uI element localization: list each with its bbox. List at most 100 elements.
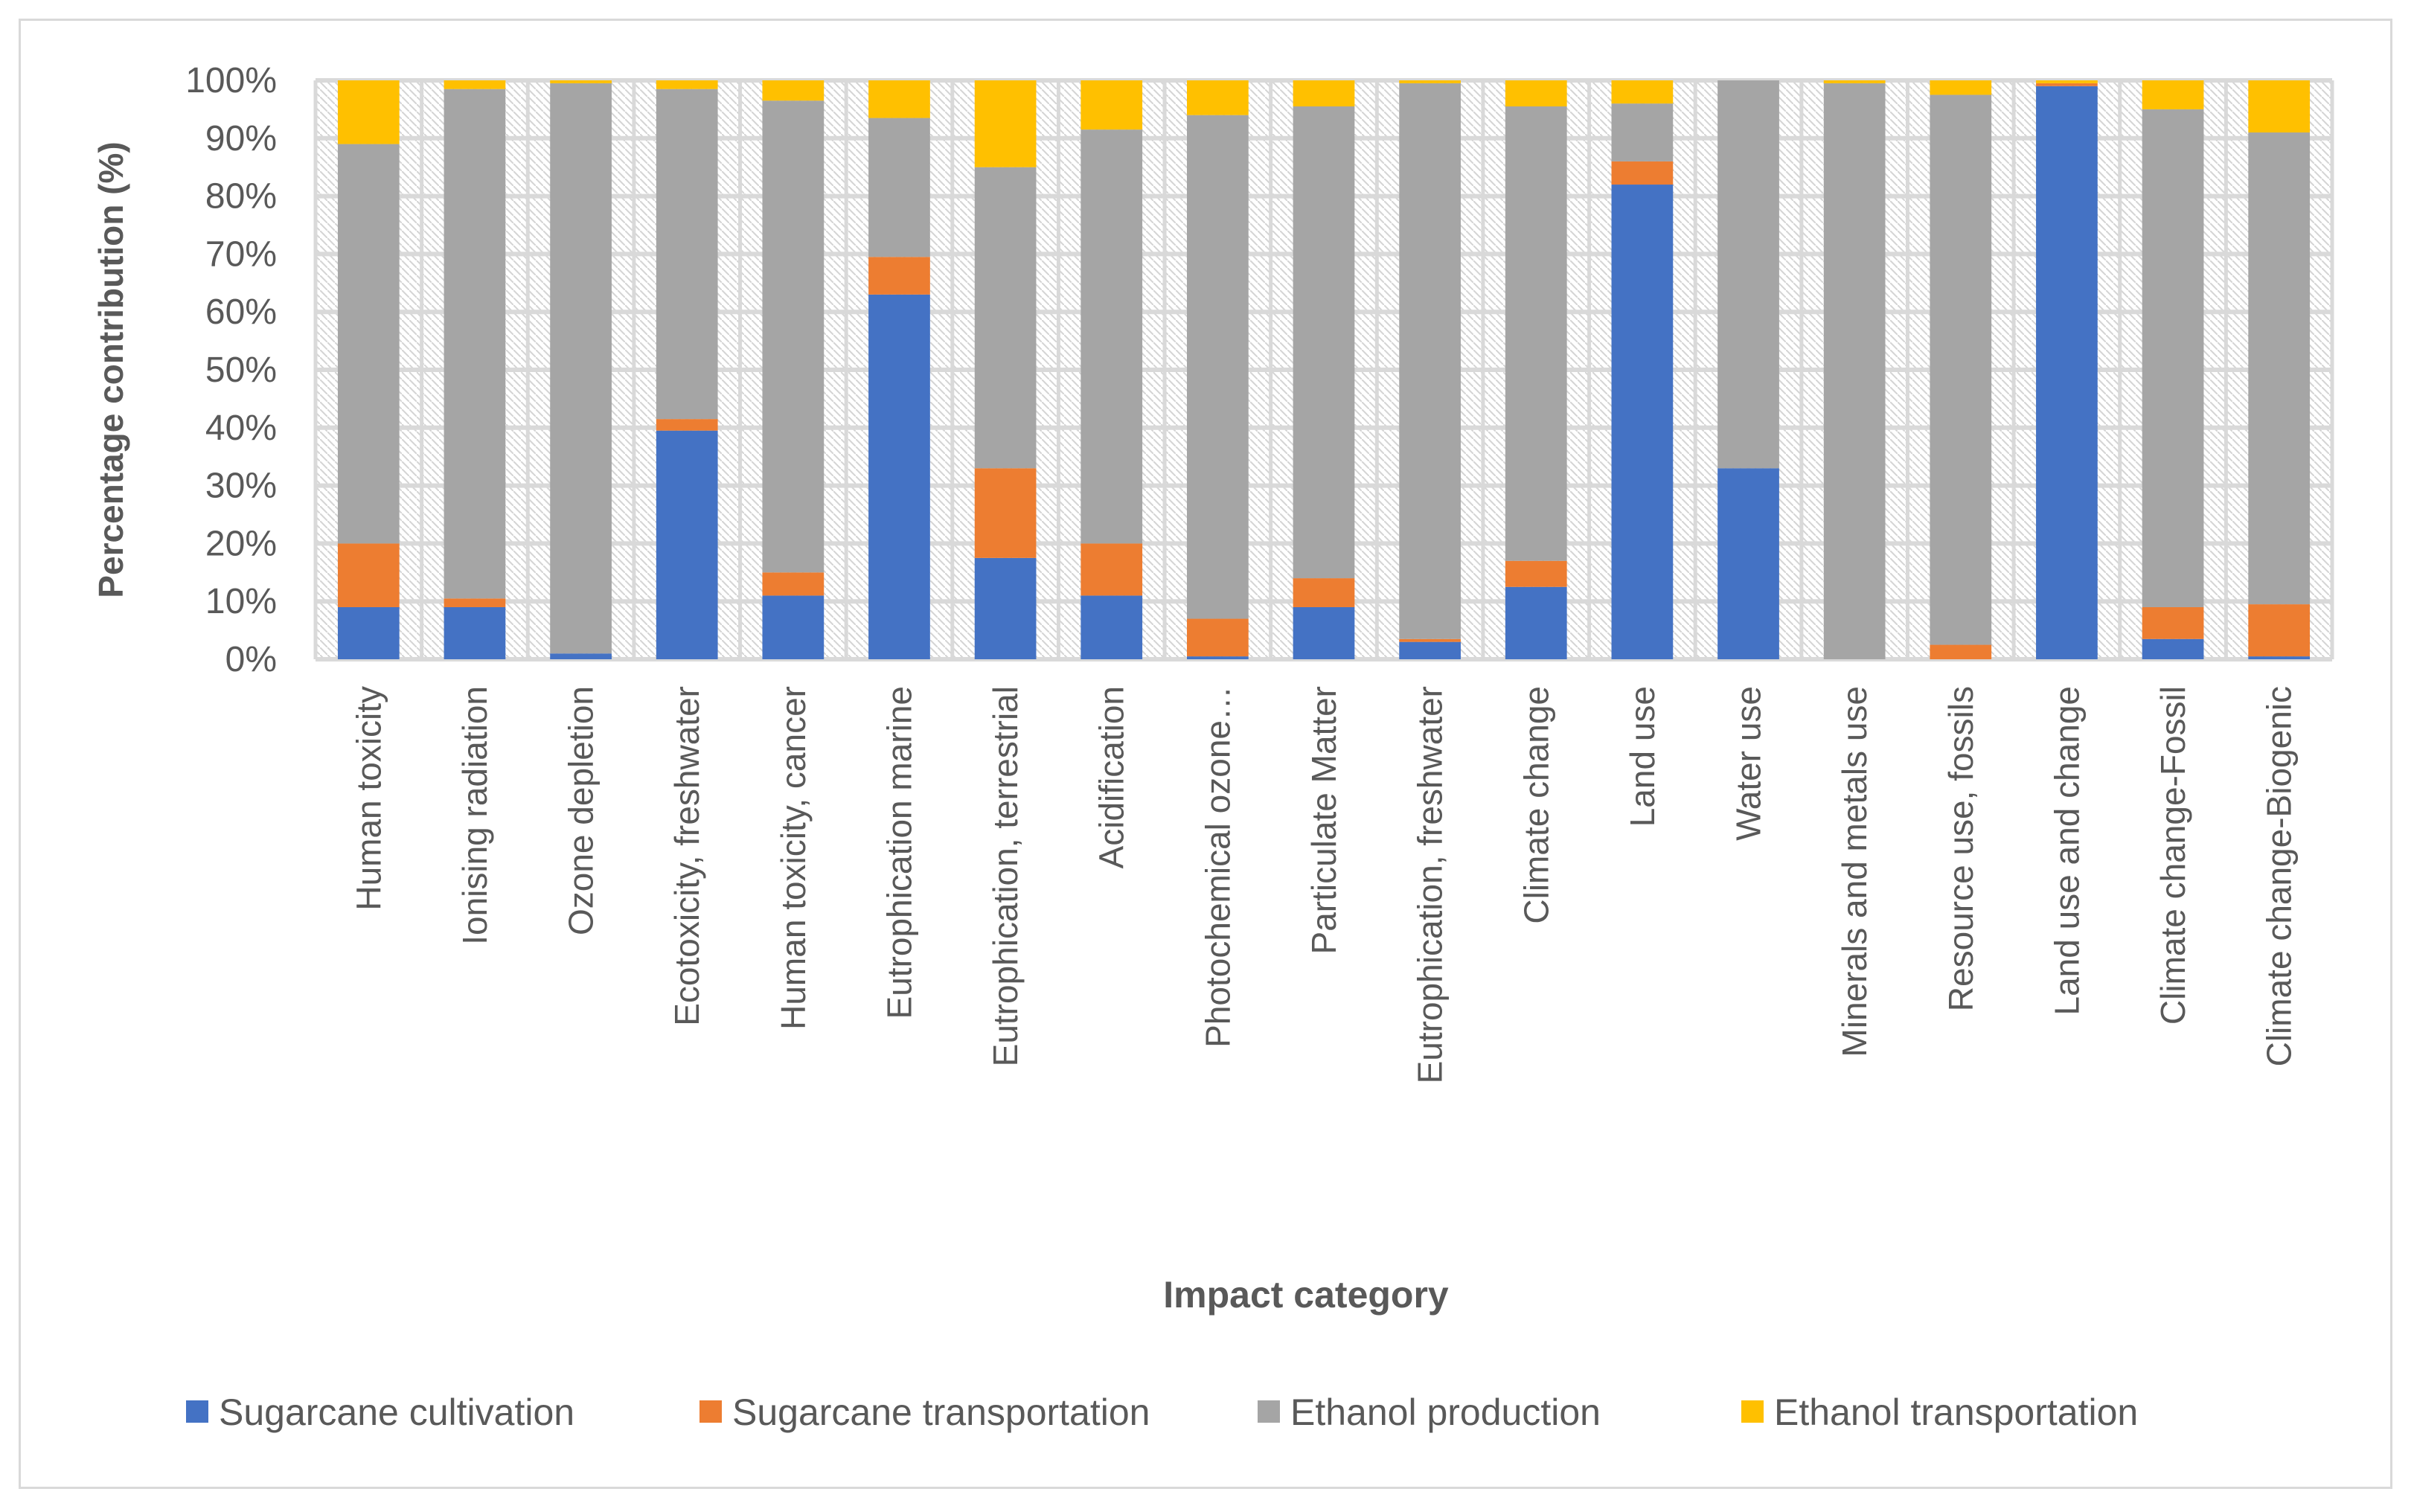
bar-segment-ethanol-production <box>868 118 930 257</box>
bar-segment-sugarcane-cultivation <box>1399 641 1461 659</box>
legend-label: Ethanol transportation <box>1774 1391 2138 1433</box>
bar-segment-sugarcane-cultivation <box>1187 656 1249 659</box>
bar-segment-ethanol-transportation <box>1399 80 1461 83</box>
legend-swatch <box>186 1400 208 1423</box>
x-tick-label: Climate change-Biogenic <box>2260 686 2299 1066</box>
y-tick-label: 10% <box>205 582 277 621</box>
bar-segment-ethanol-transportation <box>974 80 1037 167</box>
x-tick-label: Ionising radiation <box>455 686 494 945</box>
bar-segment-ethanol-transportation <box>1611 80 1674 104</box>
bar-segment-ethanol-production <box>2142 109 2204 607</box>
bar-segment-ethanol-production <box>550 83 612 654</box>
legend-swatch <box>1741 1400 1764 1423</box>
x-tick-label: Water use <box>1729 686 1768 841</box>
bar-segment-sugarcane-cultivation <box>1505 586 1567 659</box>
y-tick-label: 20% <box>205 524 277 563</box>
bar-segment-ethanol-transportation <box>2036 80 2098 83</box>
bar-segment-ethanol-production <box>2248 132 2311 605</box>
x-tick-label: Human toxicity, cancer <box>774 686 813 1030</box>
y-tick-label: 100% <box>185 61 277 100</box>
bar-segment-sugarcane-transportation <box>974 468 1037 558</box>
bar-segment-sugarcane-transportation <box>2142 606 2204 639</box>
y-tick-label: 30% <box>205 467 277 506</box>
x-tick-label: Acidification <box>1092 686 1131 868</box>
x-tick-label: Eutrophication marine <box>880 686 918 1019</box>
bar-segment-ethanol-transportation <box>1823 80 1886 83</box>
bar-segment-ethanol-transportation <box>762 80 825 101</box>
x-tick-label: Minerals and metals use <box>1835 686 1874 1057</box>
y-tick-label: 80% <box>205 177 277 217</box>
bar-segment-ethanol-production <box>1717 80 1779 469</box>
bar-segment-sugarcane-cultivation <box>762 595 825 659</box>
bar-segment-ethanol-production <box>1823 83 1886 659</box>
bar-segment-sugarcane-cultivation <box>656 430 718 659</box>
bar-segment-sugarcane-cultivation <box>1717 468 1779 659</box>
bar-segment-sugarcane-cultivation <box>2248 656 2311 659</box>
bar-segment-sugarcane-transportation <box>444 598 506 607</box>
chart-frame <box>19 19 2392 1489</box>
x-tick-label: Eutrophication, terrestrial <box>986 686 1025 1066</box>
bar-segment-sugarcane-cultivation <box>1293 606 1355 659</box>
bar-segment-ethanol-transportation <box>2248 80 2311 133</box>
legend-label: Ethanol production <box>1290 1391 1601 1433</box>
y-tick-label: 40% <box>205 409 277 448</box>
bar-segment-ethanol-transportation <box>444 80 506 89</box>
legend: Sugarcane cultivation Sugarcane transport… <box>186 1391 2138 1433</box>
bar-segment-ethanol-transportation <box>1080 80 1143 130</box>
bar-segment-sugarcane-transportation <box>868 257 930 295</box>
bar-segment-ethanol-production <box>1293 106 1355 579</box>
bar-segment-ethanol-production <box>656 89 718 420</box>
plot-area: 0% 10% 20% 30% 40% 50% 60% 70% 80% 90% 100% Human t… <box>185 61 2334 1083</box>
bar-segment-ethanol-transportation <box>550 80 612 83</box>
x-tick-label: Resource use, fossils <box>1941 686 1980 1011</box>
bar-segment-sugarcane-transportation <box>1505 560 1567 587</box>
bar-segment-ethanol-transportation <box>868 80 930 118</box>
x-tick-label: Particulate Matter <box>1304 686 1343 954</box>
bar-segment-sugarcane-transportation <box>1187 618 1249 657</box>
bar-segment-ethanol-production <box>337 144 400 544</box>
bar-segment-sugarcane-cultivation <box>974 557 1037 659</box>
bar-segment-ethanol-transportation <box>1930 80 1992 95</box>
bar-segment-sugarcane-transportation <box>1080 543 1143 596</box>
bar-segment-sugarcane-cultivation <box>2036 86 2098 659</box>
x-tick-label: Human toxicity <box>349 686 388 911</box>
x-tick-label: Ecotoxicity, freshwater <box>667 686 706 1026</box>
x-tick-label: Photochemical ozone… <box>1198 686 1237 1048</box>
bar-segment-ethanol-transportation <box>1293 80 1355 107</box>
x-tick-label: Land use and change <box>2047 686 2086 1016</box>
bar-segment-sugarcane-cultivation <box>1611 185 1674 660</box>
bar-segment-ethanol-transportation <box>337 80 400 144</box>
bar-segment-sugarcane-cultivation <box>1080 595 1143 659</box>
x-tick-label: Climate change-Fossil <box>2154 686 2192 1025</box>
bar-segment-sugarcane-transportation <box>1930 644 1992 659</box>
bar-segment-sugarcane-transportation <box>337 543 400 607</box>
bar-segment-sugarcane-transportation <box>2036 83 2098 86</box>
y-tick-label: 90% <box>205 119 277 158</box>
x-tick-label: Climate change <box>1517 686 1555 924</box>
legend-swatch <box>1258 1400 1280 1423</box>
bar-segment-ethanol-transportation <box>1187 80 1249 115</box>
x-tick-label: Ozone depletion <box>562 686 601 935</box>
bar-segment-ethanol-production <box>974 167 1037 469</box>
bar-segment-ethanol-production <box>1611 103 1674 161</box>
bar-segment-ethanol-production <box>1930 94 1992 645</box>
bar-segment-ethanol-production <box>1399 83 1461 639</box>
bar-segment-ethanol-transportation <box>656 80 718 89</box>
bar-segment-sugarcane-cultivation <box>2142 638 2204 659</box>
bar-segment-ethanol-transportation <box>2142 80 2204 109</box>
bar-segment-sugarcane-transportation <box>1611 161 1674 185</box>
bar-segment-sugarcane-transportation <box>656 419 718 431</box>
x-tick-label: Land use <box>1623 686 1662 827</box>
legend-label: Sugarcane cultivation <box>219 1391 574 1433</box>
legend-swatch <box>699 1400 722 1423</box>
bar-segment-ethanol-production <box>1505 106 1567 561</box>
y-tick-label: 0% <box>225 640 277 679</box>
bar-segment-ethanol-production <box>444 89 506 599</box>
bar-segment-sugarcane-transportation <box>1399 638 1461 642</box>
y-axis-title: Percentage contribution (%) <box>92 141 130 598</box>
bar-segment-ethanol-production <box>1187 115 1249 619</box>
bar-segment-sugarcane-cultivation <box>444 606 506 659</box>
bar-segment-sugarcane-transportation <box>2248 604 2311 657</box>
bar-segment-ethanol-production <box>762 100 825 573</box>
